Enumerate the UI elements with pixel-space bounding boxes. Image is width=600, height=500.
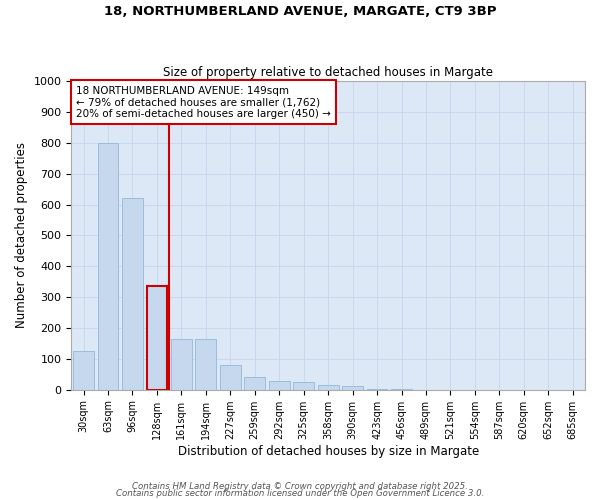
Bar — [220, 365, 241, 390]
Text: 18, NORTHUMBERLAND AVENUE, MARGATE, CT9 3BP: 18, NORTHUMBERLAND AVENUE, MARGATE, CT9 … — [104, 5, 496, 18]
Bar — [146, 286, 167, 390]
Bar — [73, 351, 94, 390]
X-axis label: Distribution of detached houses by size in Margate: Distribution of detached houses by size … — [178, 444, 479, 458]
Y-axis label: Number of detached properties: Number of detached properties — [15, 142, 28, 328]
Text: 18 NORTHUMBERLAND AVENUE: 149sqm
← 79% of detached houses are smaller (1,762)
20: 18 NORTHUMBERLAND AVENUE: 149sqm ← 79% o… — [76, 86, 331, 119]
Bar — [196, 339, 216, 390]
Title: Size of property relative to detached houses in Margate: Size of property relative to detached ho… — [163, 66, 493, 78]
Bar — [269, 381, 290, 390]
Bar — [318, 385, 338, 390]
Bar — [293, 382, 314, 390]
Bar — [367, 389, 388, 390]
Text: Contains HM Land Registry data © Crown copyright and database right 2025.: Contains HM Land Registry data © Crown c… — [132, 482, 468, 491]
Bar — [342, 386, 363, 390]
Bar — [244, 378, 265, 390]
Text: Contains public sector information licensed under the Open Government Licence 3.: Contains public sector information licen… — [116, 489, 484, 498]
Bar — [171, 339, 192, 390]
Bar — [122, 198, 143, 390]
Bar — [98, 143, 118, 390]
